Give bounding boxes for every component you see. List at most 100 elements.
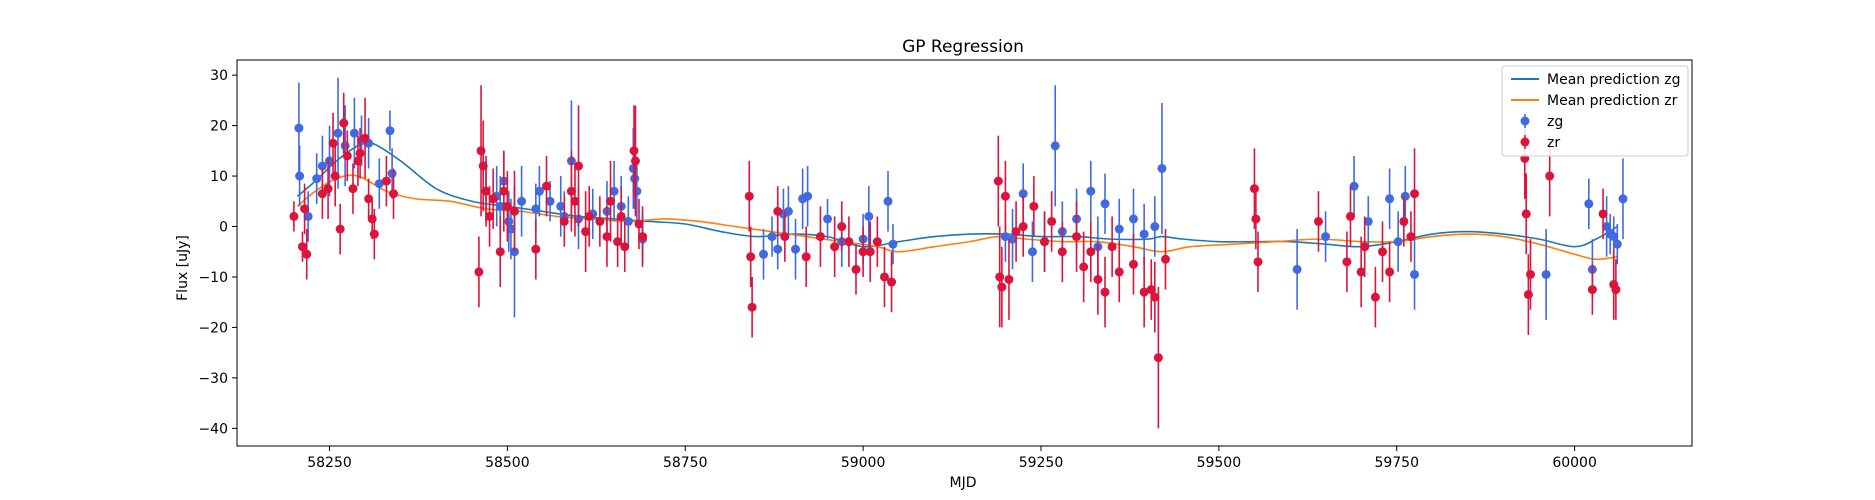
- zg-point: [1602, 222, 1612, 232]
- zr-point: [488, 194, 498, 204]
- y-tick-label: −20: [198, 320, 228, 336]
- x-tick-label: 58500: [485, 455, 530, 471]
- legend-box: [1501, 65, 1689, 157]
- legend: Mean prediction zg Mean prediction zr zg zr: [1501, 65, 1689, 157]
- zg-point: [506, 224, 516, 234]
- zr-point: [887, 277, 897, 287]
- zr-point: [815, 232, 825, 242]
- y-tick-label: 20: [210, 119, 228, 135]
- zr-point: [1029, 201, 1039, 211]
- zr-point: [1011, 227, 1021, 237]
- zr-point: [581, 227, 591, 237]
- zg-point: [303, 211, 313, 221]
- zr-point: [389, 189, 399, 199]
- zg-point: [823, 214, 833, 224]
- zr-point: [1360, 242, 1370, 252]
- zr-point: [342, 151, 352, 161]
- zg-point: [1584, 199, 1594, 209]
- zr-point: [1086, 247, 1096, 257]
- zr-point: [300, 204, 310, 214]
- zr-point: [531, 244, 541, 254]
- zg-point: [531, 204, 541, 214]
- zr-point: [1251, 214, 1261, 224]
- zr-point: [1598, 209, 1608, 219]
- zr-point: [502, 201, 512, 211]
- zr-point: [574, 161, 584, 171]
- zr-point: [476, 146, 486, 156]
- legend-label: zg: [1547, 114, 1563, 130]
- zg-point: [1114, 224, 1124, 234]
- zg-point: [1612, 239, 1622, 249]
- zr-point: [879, 272, 889, 282]
- zg-point: [1086, 186, 1096, 196]
- zr-point: [1100, 287, 1110, 297]
- zr-point: [1160, 254, 1170, 264]
- zr-point: [339, 118, 349, 128]
- zr-point: [1611, 285, 1621, 295]
- zr-point: [289, 211, 299, 221]
- zg-point: [1292, 264, 1302, 274]
- zr-point: [1150, 292, 1160, 302]
- zg-point: [759, 249, 769, 259]
- zr-point: [570, 196, 580, 206]
- zr-point: [353, 156, 363, 166]
- zg-point: [1410, 269, 1420, 279]
- chart-title: GP Regression: [902, 37, 1024, 57]
- zg-point: [767, 232, 777, 242]
- zg-point: [545, 196, 555, 206]
- mean-prediction-zr-line: [296, 174, 1618, 261]
- zr-point: [630, 156, 640, 166]
- zr-point: [559, 216, 569, 226]
- zg-point: [1018, 189, 1028, 199]
- plot-frame: [236, 59, 1693, 447]
- zr-point: [1249, 184, 1259, 194]
- zg-point: [374, 179, 384, 189]
- zr-point: [620, 242, 630, 252]
- zg-point: [387, 169, 397, 179]
- zg-point: [1027, 247, 1037, 257]
- zr-point: [495, 247, 505, 257]
- zr-point: [1128, 259, 1138, 269]
- zg-point: [1150, 222, 1160, 232]
- zg-point: [623, 216, 633, 226]
- zg-point: [295, 171, 305, 181]
- zg-point: [1100, 199, 1110, 209]
- zg-point: [1139, 229, 1149, 239]
- zr-point: [780, 232, 790, 242]
- zr-point: [629, 146, 639, 156]
- zr-point: [606, 196, 616, 206]
- zr-point: [865, 247, 875, 257]
- zr-point: [773, 206, 783, 216]
- zr-point: [1356, 267, 1366, 277]
- zr-point: [1153, 353, 1163, 363]
- zg-point: [1363, 216, 1373, 226]
- zr-point: [1345, 211, 1355, 221]
- zr-point: [844, 237, 854, 247]
- zr-point: [1093, 274, 1103, 284]
- zr-point: [1370, 292, 1380, 302]
- zr-point: [744, 191, 754, 201]
- y-tick-label: −40: [198, 421, 228, 437]
- zr-point: [1410, 189, 1420, 199]
- zr-point: [474, 267, 484, 277]
- zr-point: [1399, 216, 1409, 226]
- x-tick-label: 58750: [663, 455, 708, 471]
- zr-point: [872, 237, 882, 247]
- zg-point: [783, 206, 793, 216]
- zr-point: [602, 232, 612, 242]
- zg-point: [609, 186, 619, 196]
- zr-point: [746, 252, 756, 262]
- legend-marker-swatch: [1520, 137, 1530, 147]
- zr-point: [360, 133, 370, 143]
- x-axis-label: MJD: [950, 475, 977, 491]
- zr-point: [1114, 267, 1124, 277]
- zg-point: [1000, 232, 1010, 242]
- legend-label: Mean prediction zr: [1547, 93, 1678, 109]
- legend-marker-swatch: [1520, 116, 1530, 126]
- zr-point: [566, 186, 576, 196]
- zr-point: [1107, 242, 1117, 252]
- zr-point: [1545, 171, 1555, 181]
- zr-point: [323, 184, 333, 194]
- zr-point: [1521, 209, 1531, 219]
- zg-point: [1050, 141, 1060, 151]
